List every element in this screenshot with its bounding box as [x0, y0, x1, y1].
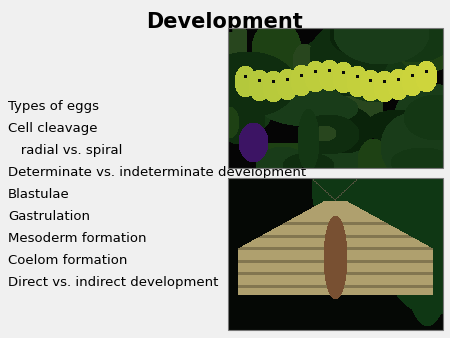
Text: Direct vs. indirect development: Direct vs. indirect development	[8, 276, 218, 289]
Text: Gastrulation: Gastrulation	[8, 210, 90, 223]
Bar	[228, 178, 443, 330]
Text: Cell cleavage: Cell cleavage	[8, 122, 98, 135]
Text: Blastulae: Blastulae	[8, 188, 70, 201]
Text: Types of eggs: Types of eggs	[8, 100, 99, 113]
Bar	[228, 28, 443, 168]
Text: Determinate vs. indeterminate development: Determinate vs. indeterminate developmen…	[8, 166, 306, 179]
Text: Mesoderm formation: Mesoderm formation	[8, 232, 147, 245]
Text: Development: Development	[147, 12, 303, 32]
Text: Coelom formation: Coelom formation	[8, 254, 127, 267]
Text: radial vs. spiral: radial vs. spiral	[8, 144, 122, 157]
